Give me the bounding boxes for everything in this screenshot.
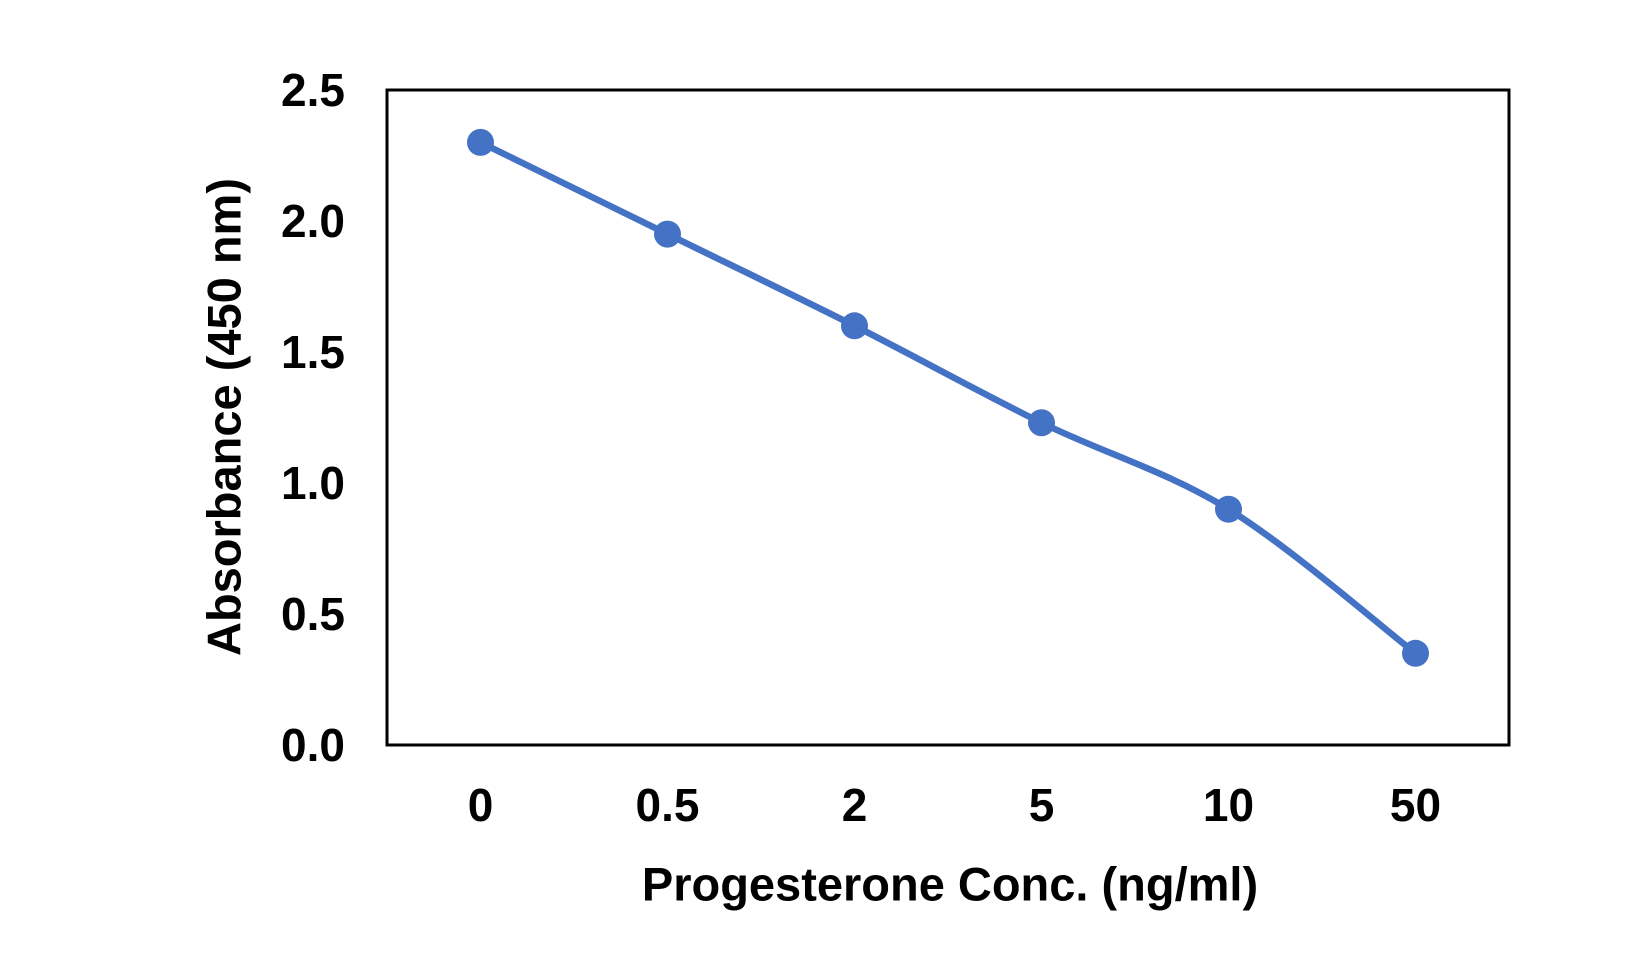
x-tick-label: 0.5 — [635, 779, 700, 831]
series-group — [467, 128, 1429, 667]
plot-frame-border — [385, 88, 1511, 747]
x-tick-label: 10 — [1202, 779, 1255, 831]
data-point-marker-0.5 — [654, 220, 681, 248]
data-point-marker-0 — [467, 128, 494, 156]
y-tick-label: 1.0 — [281, 457, 345, 509]
y-tick-label: 1.5 — [281, 326, 345, 378]
y-axis-title: Absorbance (450 nm) — [197, 178, 251, 656]
data-point-marker-2 — [841, 312, 868, 340]
y-tick-label: 0.0 — [281, 719, 345, 771]
x-tick-label: 5 — [1028, 779, 1055, 831]
y-tick-label: 0.5 — [281, 588, 345, 640]
data-point-marker-10 — [1215, 495, 1242, 523]
x-tick-label: 0 — [467, 779, 494, 831]
x-tick-label: 2 — [841, 779, 868, 831]
series-line — [477, 139, 1419, 657]
y-tick-label: 2.0 — [281, 195, 345, 247]
data-point-marker-50 — [1402, 639, 1429, 667]
y-tick-label: 2.5 — [281, 64, 345, 116]
x-tick-label: 50 — [1389, 779, 1442, 831]
data-point-marker-5 — [1028, 409, 1055, 437]
x-axis-title: Progesterone Conc. (ng/ml) — [641, 857, 1259, 911]
